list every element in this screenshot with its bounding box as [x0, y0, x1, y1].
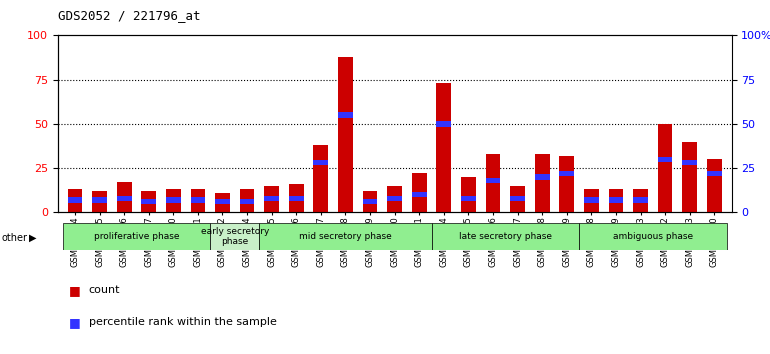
Bar: [68, 198, 82, 202]
Bar: [559, 156, 574, 212]
Bar: [486, 178, 500, 183]
Bar: [68, 189, 82, 212]
Bar: [486, 154, 500, 212]
Bar: [633, 198, 648, 202]
Bar: [387, 186, 402, 212]
Bar: [535, 175, 550, 180]
Bar: [264, 186, 279, 212]
Bar: [461, 195, 476, 201]
Bar: [658, 156, 672, 162]
Bar: [215, 199, 230, 205]
Bar: [166, 198, 181, 202]
Bar: [190, 198, 206, 202]
Text: mid secretory phase: mid secretory phase: [299, 232, 392, 241]
Bar: [658, 124, 672, 212]
Text: count: count: [89, 285, 120, 295]
Bar: [117, 182, 132, 212]
Bar: [210, 223, 259, 250]
Bar: [338, 113, 353, 118]
Bar: [92, 191, 107, 212]
Bar: [239, 189, 254, 212]
Bar: [412, 173, 427, 212]
Text: early secretory
phase: early secretory phase: [201, 227, 269, 246]
Bar: [264, 195, 279, 201]
Bar: [259, 223, 431, 250]
Text: proliferative phase: proliferative phase: [94, 232, 179, 241]
Bar: [313, 160, 328, 166]
Text: ▶: ▶: [29, 233, 37, 243]
Bar: [142, 191, 156, 212]
Bar: [579, 223, 727, 250]
Bar: [387, 195, 402, 201]
Bar: [190, 189, 206, 212]
Text: ■: ■: [69, 284, 81, 297]
Text: GDS2052 / 221796_at: GDS2052 / 221796_at: [58, 9, 200, 22]
Text: ambiguous phase: ambiguous phase: [613, 232, 693, 241]
Bar: [338, 57, 353, 212]
Bar: [166, 189, 181, 212]
Bar: [707, 159, 721, 212]
Text: late secretory phase: late secretory phase: [459, 232, 552, 241]
Bar: [117, 195, 132, 201]
Bar: [535, 154, 550, 212]
Bar: [363, 191, 377, 212]
Bar: [608, 189, 623, 212]
Bar: [412, 192, 427, 198]
Bar: [633, 189, 648, 212]
Bar: [584, 198, 599, 202]
Text: other: other: [2, 233, 28, 243]
Bar: [437, 83, 451, 212]
Bar: [461, 177, 476, 212]
Bar: [215, 193, 230, 212]
Bar: [431, 223, 579, 250]
Bar: [559, 171, 574, 176]
Text: percentile rank within the sample: percentile rank within the sample: [89, 317, 276, 327]
Bar: [142, 199, 156, 205]
Bar: [363, 199, 377, 205]
Bar: [511, 195, 525, 201]
Bar: [584, 189, 599, 212]
Bar: [682, 142, 697, 212]
Bar: [239, 199, 254, 205]
Bar: [313, 145, 328, 212]
Bar: [437, 121, 451, 127]
Bar: [682, 160, 697, 166]
Bar: [289, 195, 303, 201]
Bar: [511, 186, 525, 212]
Bar: [92, 198, 107, 202]
Bar: [707, 171, 721, 176]
Bar: [289, 184, 303, 212]
Text: ■: ■: [69, 316, 81, 329]
Bar: [608, 198, 623, 202]
Bar: [62, 223, 210, 250]
